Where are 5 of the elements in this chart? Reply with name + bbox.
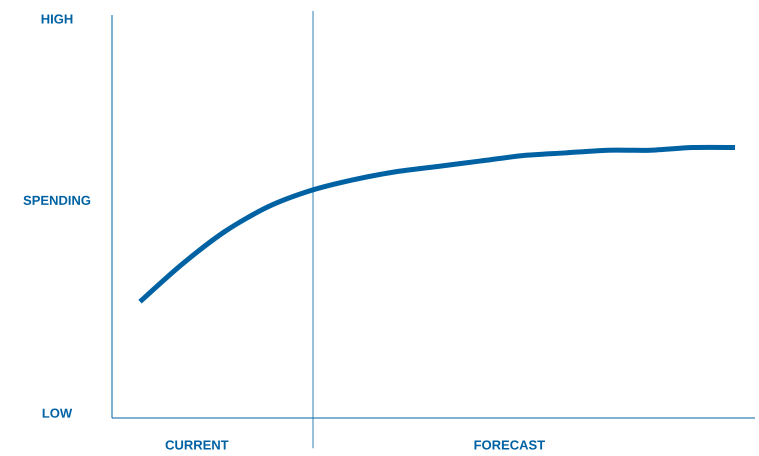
text: CURRENT bbox=[166, 440, 228, 450]
text: HIGH bbox=[42, 14, 72, 24]
text: LOW bbox=[42, 408, 72, 418]
text: FORECAST bbox=[474, 440, 545, 450]
y-axis-title: SPENDING bbox=[23, 196, 90, 205]
